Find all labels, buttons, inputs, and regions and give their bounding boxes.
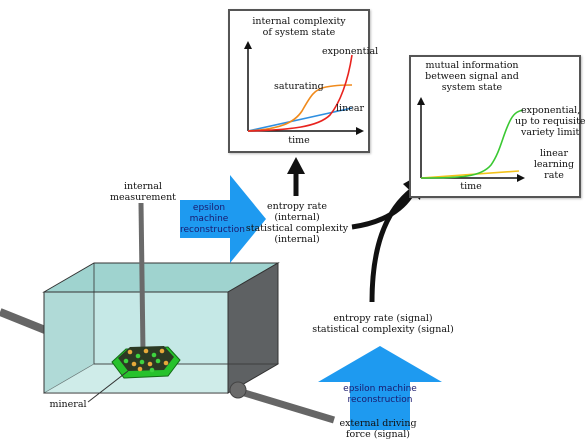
- mineral: [111, 346, 181, 379]
- mineral-pointer: [87, 370, 129, 403]
- epsilon-signal-label-2: reconstruction: [347, 395, 413, 405]
- chart-title-line-1: internal complexity: [252, 16, 346, 27]
- linear-learning-curve: [420, 170, 520, 179]
- linear-label-line-3: rate: [544, 170, 564, 181]
- linear-curve: [247, 107, 353, 132]
- entropy-internal-line-4: (internal): [274, 234, 320, 245]
- entropy-internal-line-3: statistical complexity: [245, 223, 349, 234]
- epsilon-signal-arrow: [318, 346, 442, 430]
- x-axis-label: time: [288, 135, 310, 146]
- exponential-label-line-3: variety limit: [521, 127, 580, 138]
- arrow-to-internal-chart: [287, 157, 305, 196]
- entropy-internal-line-2: (internal): [274, 212, 320, 223]
- exponential-label: exponential: [322, 46, 379, 57]
- saturating-curve: [247, 84, 353, 132]
- entropy-signal-line-2: statistical complexity (signal): [312, 324, 454, 335]
- internal-complexity-chart: internal complexity of system state expo…: [228, 9, 378, 153]
- chart-title-line-3: system state: [441, 82, 503, 93]
- right-rod: [236, 387, 336, 424]
- epsilon-signal-label-1: epsilon machine: [343, 384, 417, 394]
- chart-title-line-2: between signal and: [425, 71, 519, 82]
- y-axis-arrowhead: [244, 41, 252, 49]
- exponential-label-line-2: up to requisite: [515, 116, 586, 127]
- exponential-curve: [420, 109, 524, 179]
- exponential-curve: [247, 54, 353, 132]
- linear-label-line-1: linear: [539, 148, 569, 159]
- measurement-probe: [138, 202, 146, 353]
- saturating-label: saturating: [274, 81, 324, 92]
- entropy-internal-line-1: entropy rate: [267, 201, 327, 212]
- mutual-information-chart: mutual information between signal and sy…: [409, 55, 586, 198]
- x-axis-arrowhead: [517, 174, 525, 182]
- right-connector: [229, 381, 247, 399]
- x-axis-label: time: [460, 181, 482, 192]
- y-axis-arrowhead: [417, 97, 425, 105]
- x-axis-arrowhead: [356, 127, 364, 135]
- internal-measurement-label-1: internal: [124, 181, 162, 192]
- linear-label: linear: [336, 103, 365, 114]
- chart-title-line-2: of system state: [262, 27, 336, 38]
- internal-complexity-plot: [244, 41, 364, 135]
- internal-measurement-label-2: measurement: [109, 192, 177, 203]
- entropy-signal-line-1: entropy rate (signal): [333, 313, 433, 324]
- epsilon-internal-label-1: epsilon: [192, 203, 226, 213]
- exponential-label-line-1: exponential,: [521, 105, 581, 116]
- epsilon-internal-label-3: reconstruction: [180, 225, 246, 235]
- external-force-line-2: force (signal): [346, 429, 410, 440]
- external-force-line-1: external driving: [339, 418, 417, 429]
- mutual-information-plot: [417, 97, 525, 182]
- epsilon-internal-label-2: machine: [189, 214, 229, 224]
- chart-title-line-1: mutual information: [425, 60, 519, 71]
- epsilon-internal-arrow: [180, 175, 266, 263]
- linear-label-line-2: learning: [533, 159, 575, 170]
- mineral-label: mineral: [49, 399, 87, 410]
